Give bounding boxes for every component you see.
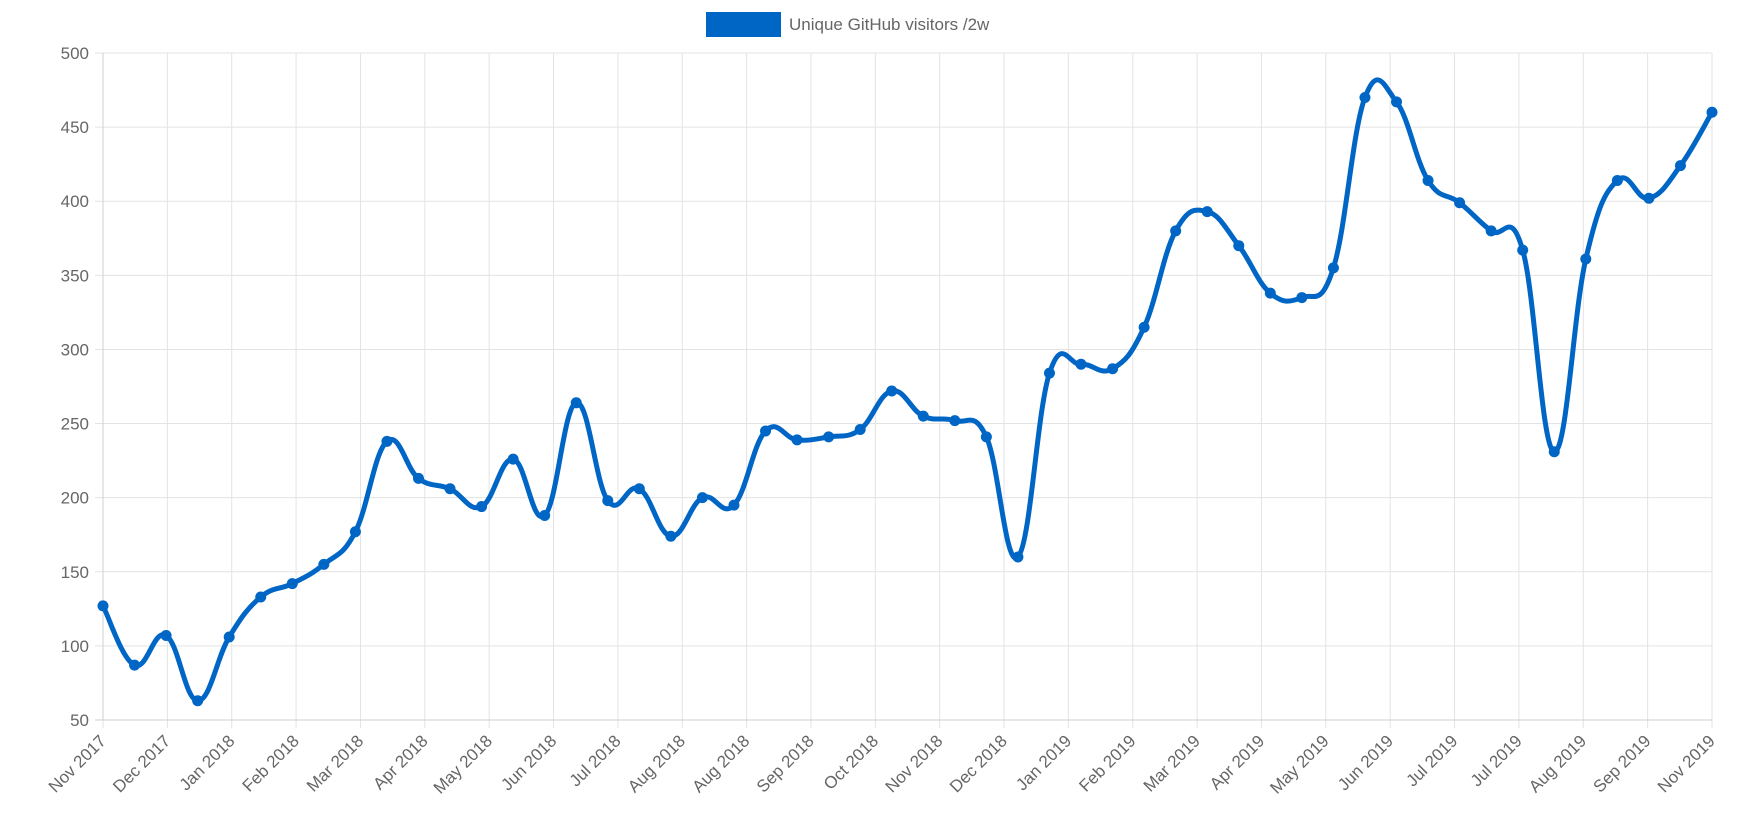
y-tick-label: 300 [61,340,89,359]
data-point[interactable] [1517,244,1529,256]
data-point[interactable] [949,415,961,427]
y-tick-label: 100 [61,637,89,656]
data-point[interactable] [696,492,708,504]
data-point[interactable] [665,530,677,542]
data-point[interactable] [286,578,298,590]
data-point[interactable] [1201,206,1213,218]
x-tick-label: May 2019 [1266,731,1332,797]
data-point[interactable] [1611,174,1623,186]
data-point[interactable] [412,472,424,484]
y-tick-label: 400 [61,192,89,211]
series-line [100,77,1715,704]
data-point[interactable] [633,483,645,495]
x-tick-label: Jul 2019 [1467,731,1526,790]
data-point[interactable] [854,423,866,435]
data-point[interactable] [1580,253,1592,265]
data-point[interactable] [1296,292,1308,304]
data-point[interactable] [349,526,361,538]
y-axis: 50 100 150 200 250 300 350 400 450 500 [61,44,89,730]
data-point[interactable] [129,659,141,671]
x-tick-label: Sep 2018 [753,731,818,796]
data-point[interactable] [886,385,898,397]
x-tick-label: Apr 2018 [369,731,431,793]
legend-label: Unique GitHub visitors /2w [789,15,990,34]
data-point[interactable] [1233,240,1245,252]
data-point[interactable] [318,558,330,570]
x-tick-label: Apr 2019 [1206,731,1268,793]
data-point[interactable] [507,453,519,465]
data-point[interactable] [1170,225,1182,237]
y-tick-label: 250 [61,415,89,434]
data-point[interactable] [476,501,488,513]
x-tick-label: Jan 2018 [176,731,239,794]
x-tick-label: Jul 2018 [566,731,625,790]
data-point[interactable] [160,630,172,642]
x-tick-label: Aug 2019 [1525,731,1590,796]
data-point[interactable] [1422,174,1434,186]
data-point[interactable] [1643,192,1655,204]
data-point[interactable] [1264,287,1276,299]
x-axis: Nov 2017 Dec 2017 Jan 2018 Feb 2018 Mar 2018… [45,731,1719,797]
data-point[interactable] [255,591,267,603]
data-point[interactable] [1107,363,1119,375]
data-point[interactable] [917,410,929,422]
x-tick-label: Nov 2019 [1654,731,1719,796]
x-tick-label: Aug 2018 [624,731,689,796]
y-tick-label: 200 [61,489,89,508]
x-tick-label: Mar 2019 [1140,731,1204,795]
data-point[interactable] [823,431,835,443]
x-tick-label: Feb 2018 [239,731,303,795]
data-point[interactable] [444,483,456,495]
data-point[interactable] [1138,321,1150,333]
y-tick-label: 350 [61,266,89,285]
x-tick-label: Jan 2019 [1012,731,1075,794]
data-point[interactable] [192,695,204,707]
grid [95,52,1713,728]
data-point[interactable] [1391,96,1403,108]
data-point[interactable] [539,509,551,521]
x-tick-label: Feb 2019 [1075,731,1139,795]
data-point[interactable] [728,499,740,511]
data-point[interactable] [1012,551,1024,563]
y-tick-label: 450 [61,118,89,137]
data-point[interactable] [1043,367,1055,379]
x-tick-label: Jun 2018 [497,731,560,794]
x-tick-label: Oct 2018 [820,731,882,793]
data-point[interactable] [791,434,803,446]
data-points [97,91,1718,707]
x-tick-label: Dec 2017 [109,731,174,796]
y-tick-label: 50 [70,711,89,730]
data-point[interactable] [570,397,582,409]
y-tick-label: 150 [61,563,89,582]
data-point[interactable] [1706,106,1718,118]
x-tick-label: Jun 2019 [1334,731,1397,794]
x-tick-label: May 2018 [430,731,496,797]
data-point[interactable] [1485,225,1497,237]
data-point[interactable] [1548,446,1560,458]
data-point[interactable] [97,600,109,612]
data-point[interactable] [1327,262,1339,274]
data-point[interactable] [1359,91,1371,103]
data-point[interactable] [1075,358,1087,370]
data-point[interactable] [980,431,992,443]
legend[interactable]: Unique GitHub visitors /2w [706,12,990,37]
x-tick-label: Nov 2017 [45,731,110,796]
x-tick-label: Dec 2018 [946,731,1011,796]
y-tick-label: 500 [61,44,89,63]
data-point[interactable] [1454,197,1466,209]
x-tick-label: Jul 2019 [1402,731,1461,790]
x-tick-label: Sep 2019 [1590,731,1655,796]
legend-swatch [706,12,781,37]
data-point[interactable] [1674,160,1686,172]
x-tick-label: Nov 2018 [882,731,947,796]
x-tick-label: Mar 2018 [303,731,367,795]
data-point[interactable] [381,435,393,447]
data-point[interactable] [223,631,235,643]
data-point[interactable] [760,425,772,437]
data-point[interactable] [602,495,614,507]
x-tick-label: Aug 2018 [689,731,754,796]
